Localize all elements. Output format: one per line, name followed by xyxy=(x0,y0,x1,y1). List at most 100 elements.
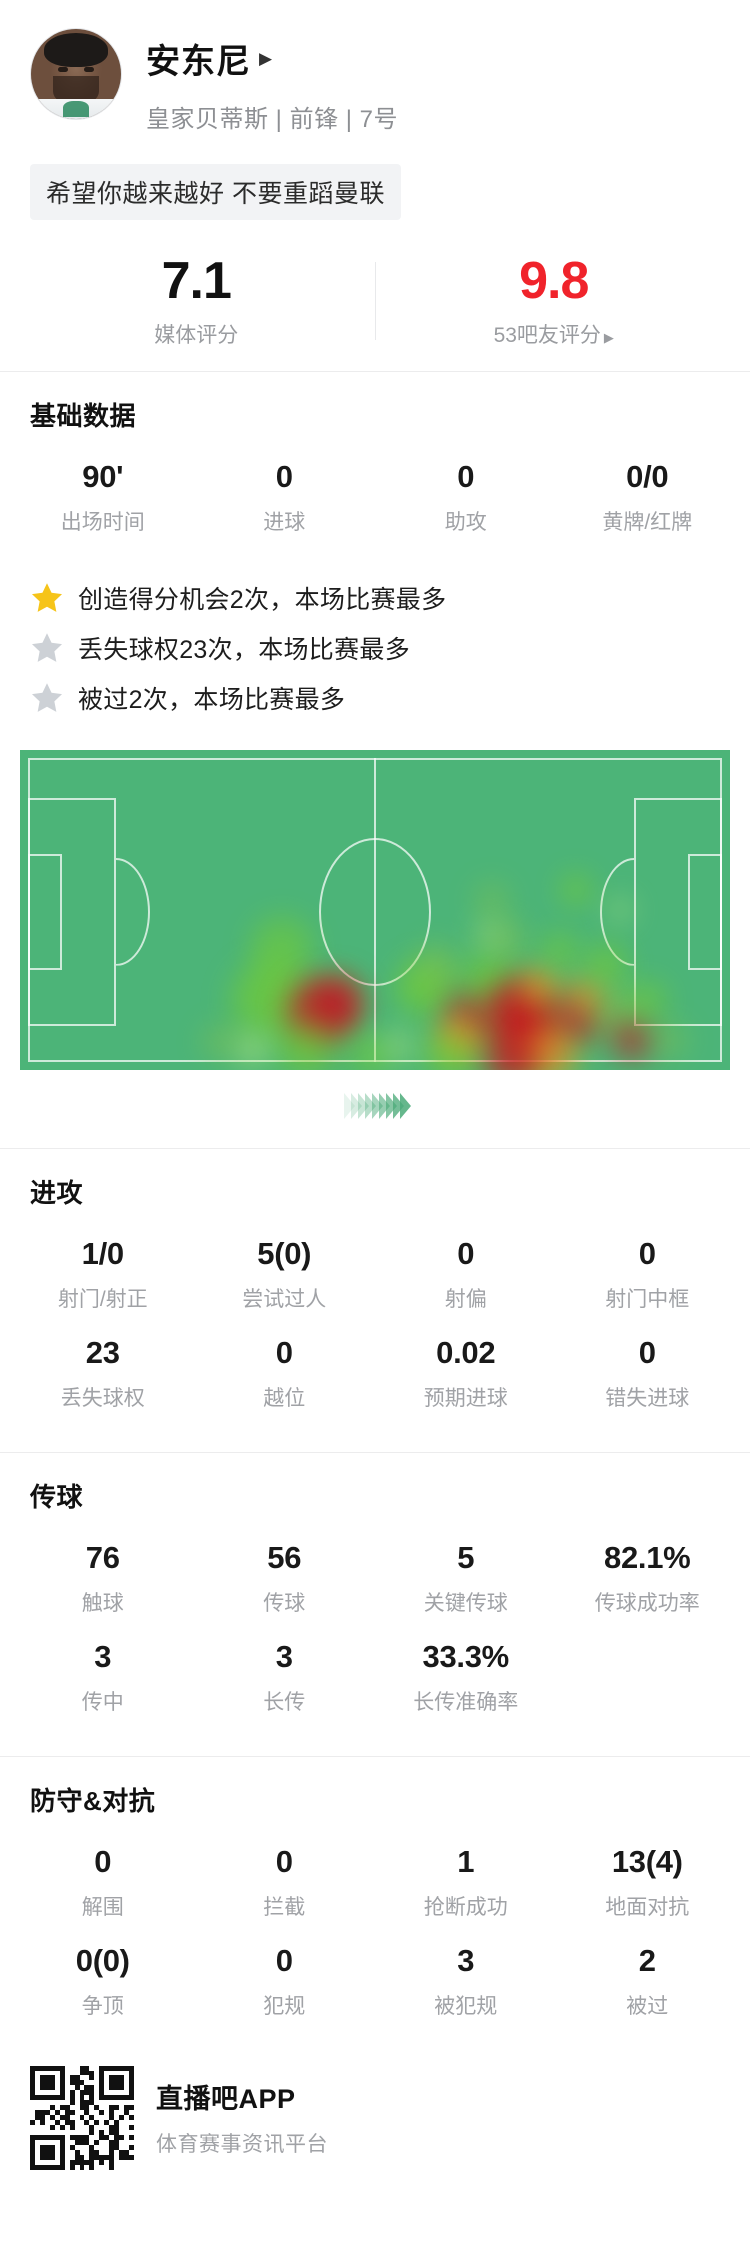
qr-cell xyxy=(69,2159,75,2165)
qr-cell xyxy=(54,2115,60,2121)
qr-cell xyxy=(99,2075,105,2081)
player-name-row[interactable]: 安东尼 ▶ xyxy=(146,34,398,83)
qr-cell xyxy=(99,2080,105,2086)
fans-rating[interactable]: 9.8 53吧友评分 ▶ xyxy=(376,254,733,349)
qr-cell xyxy=(54,2149,60,2155)
qr-cell xyxy=(74,2085,80,2091)
qr-cell xyxy=(44,2154,50,2160)
qr-cell xyxy=(30,2144,35,2150)
qr-cell xyxy=(59,2070,65,2076)
qr-cell xyxy=(49,2134,55,2140)
qr-cell xyxy=(109,2075,115,2081)
qr-cell xyxy=(119,2144,125,2150)
qr-cell xyxy=(104,2110,110,2116)
qr-cell xyxy=(89,2115,95,2121)
pitch-heatmap[interactable] xyxy=(20,749,730,1070)
divider-passing xyxy=(0,1451,750,1453)
qr-cell xyxy=(49,2075,55,2081)
qr-cell xyxy=(69,2095,75,2101)
qr-cell xyxy=(99,2144,105,2150)
qr-cell xyxy=(129,2115,134,2121)
stat-value: 0.02 xyxy=(436,1334,496,1370)
fans-rating-label[interactable]: 53吧友评分 ▶ xyxy=(376,319,733,349)
qr-cell xyxy=(99,2085,105,2091)
defense-title: 防守&对抗 xyxy=(30,1785,156,1816)
qr-cell xyxy=(74,2100,80,2106)
stat-value: 0(0) xyxy=(75,1942,130,1978)
stat-label: 争顶 xyxy=(81,1994,124,2018)
qr-cell xyxy=(39,2154,45,2160)
player-identity: 安东尼 ▶ 皇家贝蒂斯 | 前锋 | 7号 xyxy=(146,28,398,134)
stat-cell: 5(0) 尝试过人 xyxy=(194,1236,376,1313)
stat-cell: 82.1% 传球成功率 xyxy=(557,1540,739,1617)
qr-cell xyxy=(44,2095,50,2101)
qr-cell xyxy=(89,2085,95,2091)
stat-value: 1/0 xyxy=(81,1235,125,1271)
qr-code[interactable] xyxy=(30,2065,134,2170)
highlight-text: 丢失球权23次，本场比赛最多 xyxy=(78,635,411,664)
comment-bubble[interactable]: 希望你越来越好 不要重蹈曼联 xyxy=(30,164,401,220)
qr-cell xyxy=(59,2139,65,2145)
qr-cell xyxy=(54,2144,60,2150)
qr-cell xyxy=(104,2134,110,2140)
qr-cell xyxy=(74,2139,80,2145)
qr-cell xyxy=(104,2120,110,2126)
stat-value: 1 xyxy=(457,1843,475,1879)
avatar-collar xyxy=(63,101,89,118)
qr-cell xyxy=(39,2164,45,2170)
qr-cell xyxy=(94,2120,100,2126)
stat-label: 犯规 xyxy=(263,1994,306,2018)
chevron-right-icon xyxy=(371,1092,383,1119)
qr-cell xyxy=(79,2075,85,2081)
player-meta: 皇家贝蒂斯 | 前锋 | 7号 xyxy=(146,106,398,133)
qr-cell xyxy=(99,2149,105,2155)
qr-cell xyxy=(94,2134,100,2140)
stat-value: 0 xyxy=(94,1843,112,1879)
qr-cell xyxy=(49,2164,55,2170)
qr-cell xyxy=(109,2070,115,2076)
stat-value: 0 xyxy=(638,1235,656,1271)
qr-cell xyxy=(109,2129,115,2135)
qr-cell xyxy=(104,2085,110,2091)
qr-cell xyxy=(49,2090,55,2096)
qr-cell xyxy=(79,2080,85,2086)
avatar-eye-right xyxy=(84,66,94,72)
qr-cell xyxy=(74,2095,80,2101)
qr-cell xyxy=(104,2065,110,2071)
qr-cell xyxy=(39,2159,45,2165)
qr-cell xyxy=(54,2090,60,2096)
qr-cell xyxy=(89,2134,95,2140)
qr-cell xyxy=(49,2144,55,2150)
stat-cell: 3 长传 xyxy=(194,1639,376,1716)
qr-cell xyxy=(39,2110,45,2116)
chevron-right-icon xyxy=(357,1092,369,1119)
pitch-center-circle xyxy=(319,837,431,986)
heat-blob xyxy=(470,877,514,922)
qr-cell xyxy=(114,2144,120,2150)
chevron-right-icon[interactable]: ▶ xyxy=(259,49,273,68)
qr-cell xyxy=(89,2105,95,2111)
qr-cell xyxy=(114,2105,120,2111)
qr-cell xyxy=(114,2085,120,2091)
qr-cell xyxy=(99,2065,105,2071)
qr-cell xyxy=(89,2120,95,2126)
avatar[interactable] xyxy=(30,28,122,120)
qr-cell xyxy=(129,2090,134,2096)
qr-cell xyxy=(59,2164,65,2170)
highlight-text: 被过2次，本场比赛最多 xyxy=(78,685,346,714)
qr-cell xyxy=(89,2100,95,2106)
heat-blob xyxy=(538,927,582,972)
qr-cell xyxy=(124,2120,130,2126)
stat-label: 射门中框 xyxy=(605,1287,690,1311)
qr-cell xyxy=(119,2070,125,2076)
media-rating[interactable]: 7.1 媒体评分 xyxy=(18,254,375,349)
qr-cell xyxy=(74,2075,80,2081)
stat-value: 0 xyxy=(457,458,475,494)
qr-cell xyxy=(99,2090,105,2096)
qr-cell xyxy=(89,2070,95,2076)
qr-cell xyxy=(69,2129,75,2135)
qr-cell xyxy=(39,2120,45,2126)
chevron-right-icon xyxy=(399,1092,411,1119)
star-icon xyxy=(31,582,63,612)
stat-cell: 0 射偏 xyxy=(375,1236,557,1313)
